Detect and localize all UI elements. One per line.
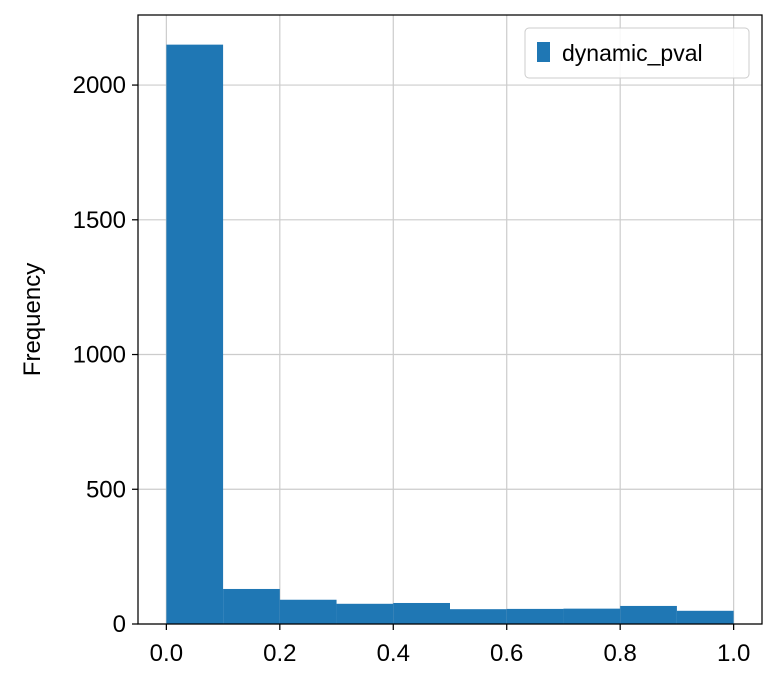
histogram-bar — [166, 44, 224, 624]
x-tick-label: 0.8 — [603, 640, 636, 667]
plot-frame — [137, 14, 763, 625]
histogram-bars — [166, 44, 734, 624]
y-axis: 0 500 1000 1500 2000 — [73, 72, 138, 638]
histogram-bar — [506, 608, 564, 624]
legend-swatch — [537, 42, 550, 62]
y-tick-label: 1000 — [73, 342, 126, 369]
y-tick-label: 0 — [113, 611, 126, 638]
x-tick-label: 0.4 — [377, 640, 410, 667]
legend-label: dynamic_pval — [562, 40, 703, 66]
y-tick-label: 2000 — [73, 72, 126, 99]
histogram-bar — [393, 602, 450, 624]
legend: dynamic_pval — [524, 27, 750, 79]
histogram-bar — [336, 603, 394, 624]
x-tick-label: 0.2 — [263, 640, 296, 667]
y-tick-label: 500 — [86, 476, 126, 503]
legend-box — [524, 27, 750, 79]
histogram-bar — [676, 610, 734, 624]
x-axis: 0.0 0.2 0.4 0.6 0.8 1.0 — [150, 624, 750, 667]
histogram-bar — [620, 605, 677, 624]
y-tick-label: 1500 — [73, 207, 126, 234]
histogram-bar — [450, 609, 507, 624]
histogram-bar — [563, 608, 621, 624]
x-tick-label: 1.0 — [717, 640, 750, 667]
histogram-bar — [223, 588, 280, 624]
grid-lines — [138, 15, 762, 625]
y-axis-label: Frequency — [19, 263, 46, 376]
x-tick-label: 0.0 — [150, 640, 183, 667]
histogram-bar — [279, 599, 337, 624]
x-tick-label: 0.6 — [490, 640, 523, 667]
